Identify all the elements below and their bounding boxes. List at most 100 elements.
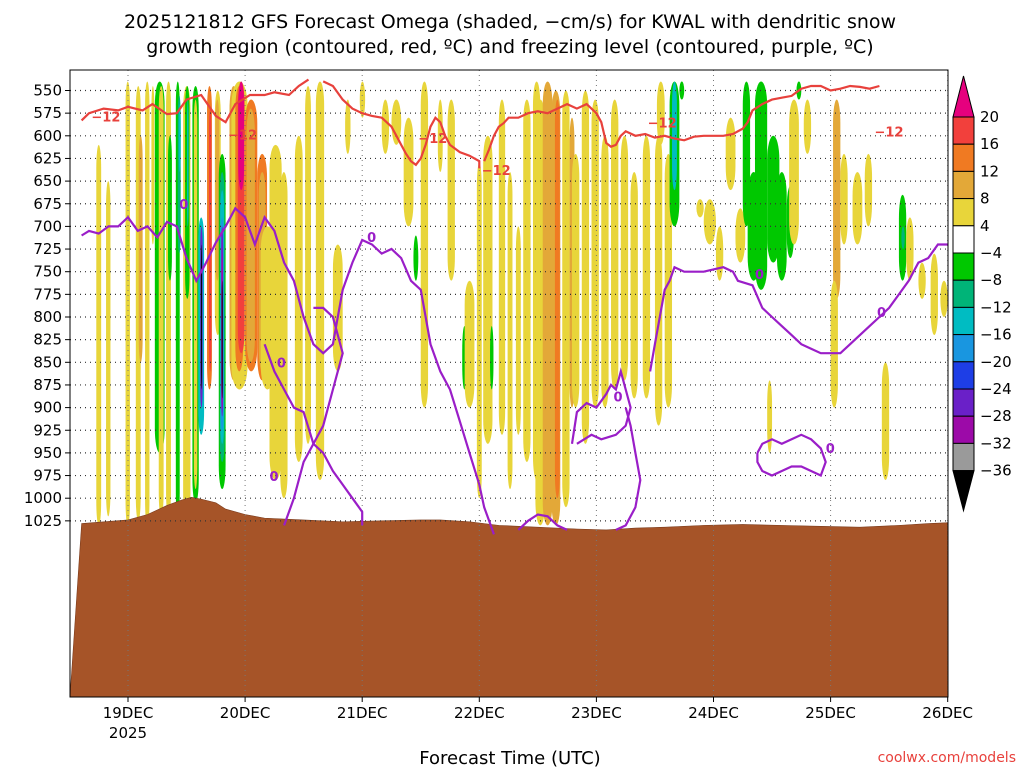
omega-cell — [280, 172, 288, 499]
omega-cell — [830, 280, 838, 408]
y-tick-label: 725 — [33, 240, 62, 258]
omega-cell — [654, 135, 663, 426]
x-tick-label: 24DEC — [688, 704, 739, 722]
colorbar-label: −4 — [980, 244, 1002, 262]
colorbar-label: −28 — [980, 407, 1012, 425]
contour-label: 0 — [277, 357, 286, 372]
x-tick-label: 23DEC — [571, 704, 622, 722]
colorbar-band — [952, 143, 975, 172]
omega-cell — [620, 135, 629, 381]
y-tick-label: 900 — [33, 399, 62, 417]
colorbar-band — [952, 116, 975, 145]
x-tick-label: 21DEC — [337, 704, 388, 722]
x-tick-label: 25DEC — [805, 704, 856, 722]
omega-cell — [305, 85, 311, 444]
contour-label: 0 — [755, 268, 764, 283]
omega-cell — [918, 262, 926, 299]
y-tick-label: 575 — [33, 104, 62, 122]
freezing-contour — [570, 367, 632, 445]
terrain-area — [69, 496, 949, 698]
freezing-contour — [649, 243, 948, 372]
omega-cell — [507, 172, 513, 490]
omega-cell — [767, 380, 773, 453]
plot-frame — [69, 69, 949, 698]
colorbar-label: −36 — [980, 462, 1012, 480]
colorbar-band — [952, 170, 975, 200]
omega-cell — [642, 135, 651, 399]
omega-cell — [151, 85, 155, 245]
x-tick-label: 22DEC — [454, 704, 505, 722]
omega-cell — [672, 81, 677, 191]
colorbar-label: −8 — [980, 271, 1002, 289]
omega-cell — [345, 99, 351, 154]
omega-cell — [611, 99, 619, 390]
freezing-contour — [283, 306, 344, 526]
credit-text: coolwx.com/models — [878, 750, 1016, 766]
omega-cell — [776, 172, 787, 281]
omega-cell — [767, 135, 780, 263]
x-year-label: 2025 — [109, 724, 147, 742]
omega-cell — [221, 280, 223, 399]
contour-label: −12 — [91, 110, 120, 125]
y-tick-label: 975 — [33, 467, 62, 485]
y-tick-label: 675 — [33, 195, 62, 213]
omega-cell — [332, 244, 343, 372]
terrain — [69, 496, 949, 698]
omega-cell — [106, 181, 111, 517]
freezing-contour — [81, 206, 495, 535]
omega-cell — [554, 99, 560, 499]
colorbar-band — [952, 388, 975, 417]
y-tick-label: 850 — [33, 353, 62, 371]
omega-cell — [803, 99, 812, 154]
freezing-contour — [263, 343, 364, 526]
omega-cell — [515, 226, 521, 435]
omega-cell — [158, 85, 164, 517]
omega-cell — [940, 280, 948, 317]
colorbar-label: 12 — [980, 162, 999, 180]
omega-cell — [601, 135, 609, 408]
y-tick-label: 700 — [33, 217, 62, 235]
freezing-contour — [615, 407, 642, 531]
omega-cell — [215, 99, 220, 281]
omega-cell — [542, 81, 553, 526]
omega-cell — [852, 172, 863, 245]
y-tick-label: 1025 — [24, 512, 62, 530]
colorbar-label: −32 — [980, 434, 1012, 452]
omega-cell — [715, 226, 724, 281]
omega-cell — [881, 362, 890, 481]
omega-cell — [664, 153, 673, 408]
y-tick-label: 800 — [33, 308, 62, 326]
omega-cell — [930, 253, 938, 336]
colorbar-label: −20 — [980, 353, 1012, 371]
omega-cell — [696, 199, 704, 218]
colorbar-band — [952, 415, 975, 444]
omega-cell — [178, 104, 181, 173]
colorbar-label: 8 — [980, 190, 990, 208]
colorbar-label: −12 — [980, 298, 1012, 316]
omega-cell — [864, 153, 873, 227]
y-tick-label: 875 — [33, 376, 62, 394]
plot-area: −12 −12 −12 −12 −12 −12 0 0 0 0 0 0 0 0 — [69, 69, 949, 698]
omega-cell — [413, 235, 419, 281]
omega-cell — [789, 99, 799, 245]
contour-label: 0 — [826, 442, 835, 457]
contour-label: 0 — [367, 231, 376, 246]
contour-label: −12 — [648, 117, 677, 132]
omega-cell — [187, 99, 189, 227]
x-axis: 19DEC 20DEC 21DEC 22DEC 23DEC 24DEC 25DEC 26DEC — [103, 697, 973, 722]
chart-title-line2: growth region (contoured, red, ºC) and f… — [146, 36, 873, 58]
omega-cell — [562, 90, 570, 508]
omega-cell — [523, 99, 531, 462]
contour-label: 0 — [877, 306, 886, 321]
omega-cell — [381, 99, 390, 154]
omega-cell — [168, 135, 172, 281]
omega-cell — [833, 99, 841, 299]
colorbar-bottom-arrow — [952, 470, 975, 513]
x-tick-label: 26DEC — [922, 704, 973, 722]
omega-cell — [125, 81, 130, 526]
omega-cell — [464, 280, 475, 408]
omega-cell — [238, 81, 245, 191]
colorbar-label: 4 — [980, 217, 990, 235]
dgz-contour — [483, 84, 880, 162]
x-tick-label: 19DEC — [103, 704, 154, 722]
